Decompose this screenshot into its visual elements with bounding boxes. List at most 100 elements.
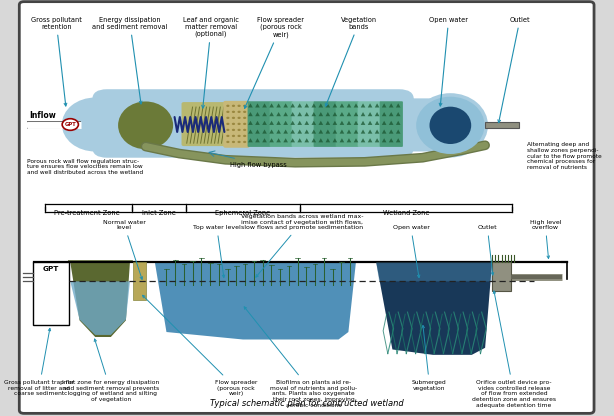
Polygon shape (319, 121, 323, 125)
Circle shape (226, 117, 230, 119)
Text: Submerged
vegetation: Submerged vegetation (412, 325, 447, 391)
Polygon shape (262, 129, 267, 134)
Polygon shape (248, 112, 253, 116)
Text: Orifice outlet device pro-
vides controlled release
of flow from extended
detent: Orifice outlet device pro- vides control… (472, 291, 556, 408)
Text: High flow bypass: High flow bypass (230, 162, 287, 168)
Polygon shape (354, 129, 359, 134)
Polygon shape (248, 138, 253, 142)
Polygon shape (333, 112, 337, 116)
Polygon shape (396, 112, 400, 116)
Ellipse shape (62, 97, 128, 151)
Polygon shape (255, 129, 260, 134)
Polygon shape (382, 138, 386, 142)
Circle shape (226, 123, 230, 125)
Polygon shape (382, 121, 386, 125)
Polygon shape (360, 112, 365, 116)
Polygon shape (369, 262, 492, 355)
Circle shape (232, 105, 235, 107)
Polygon shape (305, 112, 309, 116)
Polygon shape (396, 138, 400, 142)
Circle shape (232, 135, 235, 137)
Polygon shape (262, 112, 267, 116)
Polygon shape (340, 121, 344, 125)
Polygon shape (389, 129, 394, 134)
Polygon shape (276, 121, 281, 125)
Text: Vegetation
bands: Vegetation bands (325, 17, 377, 106)
Circle shape (238, 141, 241, 143)
Polygon shape (333, 138, 337, 142)
Circle shape (232, 129, 235, 131)
FancyBboxPatch shape (19, 2, 594, 414)
Polygon shape (319, 112, 323, 116)
Polygon shape (290, 121, 295, 125)
Polygon shape (368, 138, 372, 142)
Text: Outlet: Outlet (498, 17, 530, 123)
Text: Top water level: Top water level (193, 225, 241, 277)
Polygon shape (389, 138, 394, 142)
Polygon shape (262, 138, 267, 142)
Polygon shape (311, 121, 316, 125)
Polygon shape (340, 138, 344, 142)
FancyBboxPatch shape (182, 102, 228, 146)
Text: Alternating deep and
shallow zones perpendi-
cular to the flow promote
chemical : Alternating deep and shallow zones perpe… (527, 142, 602, 170)
Circle shape (243, 129, 246, 131)
Polygon shape (325, 129, 330, 134)
Polygon shape (305, 138, 309, 142)
Polygon shape (283, 138, 288, 142)
Polygon shape (311, 112, 316, 116)
Circle shape (232, 123, 235, 125)
Polygon shape (354, 121, 359, 125)
Text: Biofilms on plants aid re-
moval of nutrients and pollu-
ants. Plants also oxyge: Biofilms on plants aid re- moval of nutr… (244, 307, 357, 408)
Polygon shape (382, 129, 386, 134)
Polygon shape (297, 112, 302, 116)
Circle shape (243, 123, 246, 125)
Circle shape (238, 123, 241, 125)
Polygon shape (297, 103, 302, 107)
Circle shape (226, 105, 230, 107)
Text: GPT: GPT (43, 266, 60, 272)
Text: Pre-treatment Zone: Pre-treatment Zone (53, 210, 119, 216)
Text: Inlet zone for energy dissipation
and sediment removal prevents
clogging of wetl: Inlet zone for energy dissipation and se… (62, 339, 160, 402)
Text: Inlet Zone: Inlet Zone (142, 210, 176, 216)
Polygon shape (276, 103, 281, 107)
FancyBboxPatch shape (247, 101, 271, 147)
Polygon shape (290, 103, 295, 107)
Text: Open water: Open water (392, 225, 429, 277)
FancyBboxPatch shape (492, 262, 511, 291)
Polygon shape (375, 103, 379, 107)
Text: Vegetation bands across wetland max-
imise contact of vegetation with flows,
slo: Vegetation bands across wetland max- imi… (241, 214, 363, 277)
Polygon shape (283, 103, 288, 107)
Polygon shape (255, 121, 260, 125)
Text: Flow spreader
(porous rock
weir): Flow spreader (porous rock weir) (244, 17, 304, 109)
Polygon shape (340, 112, 344, 116)
FancyBboxPatch shape (385, 98, 472, 151)
Polygon shape (347, 129, 351, 134)
Polygon shape (368, 129, 372, 134)
Polygon shape (347, 112, 351, 116)
Text: High level
overflow: High level overflow (530, 220, 561, 258)
Polygon shape (354, 103, 359, 107)
Polygon shape (360, 103, 365, 107)
Circle shape (243, 117, 246, 119)
Polygon shape (360, 129, 365, 134)
FancyBboxPatch shape (379, 101, 403, 147)
Text: Flow spreader
(porous rock
weir): Flow spreader (porous rock weir) (142, 295, 257, 396)
Polygon shape (319, 138, 323, 142)
Polygon shape (70, 281, 130, 335)
Polygon shape (276, 129, 281, 134)
Polygon shape (354, 112, 359, 116)
Polygon shape (283, 121, 288, 125)
Circle shape (238, 111, 241, 113)
Polygon shape (311, 138, 316, 142)
Polygon shape (325, 138, 330, 142)
Text: Inflow: Inflow (29, 111, 56, 119)
Circle shape (226, 111, 230, 113)
Circle shape (232, 141, 235, 143)
FancyBboxPatch shape (270, 101, 293, 147)
Polygon shape (283, 129, 288, 134)
Polygon shape (297, 129, 302, 134)
Polygon shape (133, 262, 146, 300)
Circle shape (232, 117, 235, 119)
Circle shape (232, 111, 235, 113)
Polygon shape (255, 138, 260, 142)
